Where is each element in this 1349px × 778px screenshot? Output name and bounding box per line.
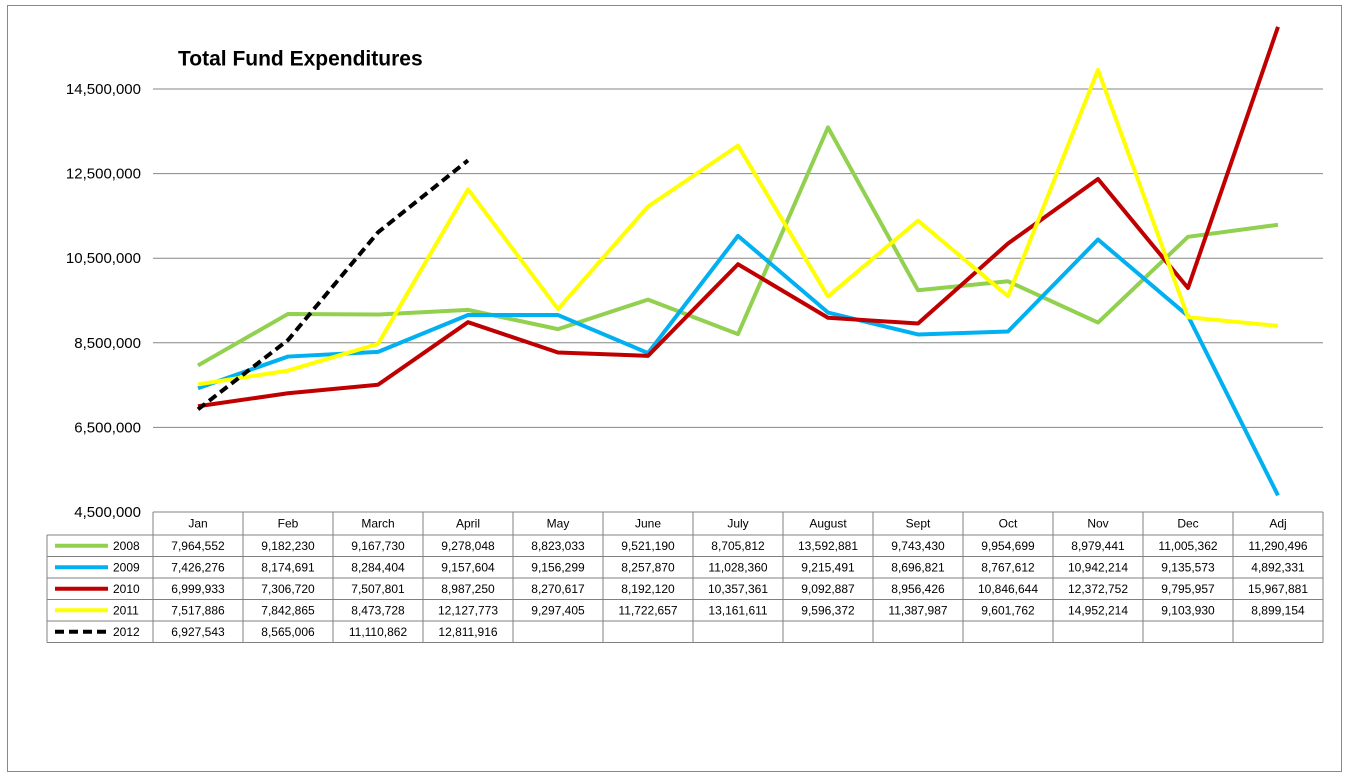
x-tick-label: Feb bbox=[278, 517, 299, 531]
y-tick-label: 14,500,000 bbox=[66, 81, 141, 98]
table-cell: 7,507,801 bbox=[351, 582, 405, 596]
table-cell: 10,942,214 bbox=[1068, 560, 1128, 574]
table-cell: 8,473,728 bbox=[351, 603, 405, 617]
x-tick-label: May bbox=[547, 517, 570, 531]
table-cell: 8,565,006 bbox=[261, 625, 315, 639]
table-cell: 7,964,552 bbox=[171, 539, 225, 553]
legend-label: 2011 bbox=[113, 603, 139, 617]
legend-label: 2008 bbox=[113, 539, 140, 553]
table-cell: 9,167,730 bbox=[351, 539, 405, 553]
table-cell: 8,767,612 bbox=[981, 560, 1035, 574]
table-cell: 11,028,360 bbox=[708, 560, 767, 574]
table-cell: 8,705,812 bbox=[711, 539, 765, 553]
table-cell: 14,952,214 bbox=[1068, 603, 1128, 617]
table-cell: 9,103,930 bbox=[1161, 603, 1215, 617]
y-tick-label: 8,500,000 bbox=[74, 335, 141, 352]
table-cell: 12,811,916 bbox=[438, 625, 497, 639]
series-line bbox=[197, 233, 1280, 497]
table-cell: 12,127,773 bbox=[438, 603, 498, 617]
table-cell: 8,696,821 bbox=[891, 560, 945, 574]
x-tick-label: Oct bbox=[999, 517, 1018, 531]
table-cell: 6,999,933 bbox=[171, 582, 225, 596]
table-cell: 8,979,441 bbox=[1071, 539, 1125, 553]
table-cell: 7,426,276 bbox=[171, 560, 225, 574]
table-cell: 8,987,250 bbox=[441, 582, 495, 596]
table-cell: 9,157,604 bbox=[441, 560, 495, 574]
table-cell: 8,956,426 bbox=[891, 582, 945, 596]
series-line bbox=[196, 158, 470, 411]
legend-label: 2010 bbox=[113, 582, 140, 596]
table-cell: 9,135,573 bbox=[1161, 560, 1215, 574]
legend-label: 2012 bbox=[113, 625, 140, 639]
table-cell: 9,596,372 bbox=[801, 603, 855, 617]
table-cell: 6,927,543 bbox=[171, 625, 225, 639]
table-cell: 11,290,496 bbox=[1248, 539, 1307, 553]
table-cell: 9,156,299 bbox=[531, 560, 585, 574]
table-cell: 11,387,987 bbox=[888, 603, 947, 617]
chart-title: Total Fund Expenditures bbox=[178, 48, 423, 71]
table-cell: 8,174,691 bbox=[261, 560, 315, 574]
x-tick-label: Sept bbox=[906, 517, 931, 531]
table-cell: 7,517,886 bbox=[171, 603, 225, 617]
x-tick-label: Jan bbox=[188, 517, 207, 531]
y-tick-label: 6,500,000 bbox=[74, 419, 141, 436]
table-cell: 9,795,957 bbox=[1161, 582, 1215, 596]
table-cell: 11,005,362 bbox=[1158, 539, 1217, 553]
x-tick-label: Dec bbox=[1177, 517, 1198, 531]
table-cell: 8,823,033 bbox=[531, 539, 585, 553]
x-tick-label: Adj bbox=[1269, 517, 1286, 531]
x-tick-label: August bbox=[809, 517, 847, 531]
table-cell: 8,257,870 bbox=[621, 560, 675, 574]
table-cell: 11,722,657 bbox=[618, 603, 677, 617]
table-cell: 12,372,752 bbox=[1068, 582, 1128, 596]
table-cell: 8,270,617 bbox=[531, 582, 585, 596]
table-cell: 7,842,865 bbox=[261, 603, 315, 617]
chart-border bbox=[7, 5, 1342, 772]
table-cell: 8,899,154 bbox=[1251, 603, 1305, 617]
table-cell: 13,592,881 bbox=[798, 539, 858, 553]
series-line bbox=[197, 125, 1279, 368]
y-tick-label: 10,500,000 bbox=[66, 250, 141, 267]
table-cell: 9,092,887 bbox=[801, 582, 855, 596]
table-cell: 13,161,611 bbox=[708, 603, 767, 617]
table-cell: 10,846,644 bbox=[978, 582, 1038, 596]
x-tick-label: April bbox=[456, 517, 480, 531]
legend-label: 2009 bbox=[113, 560, 140, 574]
table-cell: 9,215,491 bbox=[801, 560, 855, 574]
table-cell: 4,892,331 bbox=[1251, 560, 1305, 574]
table-cell: 9,601,762 bbox=[981, 603, 1035, 617]
table-cell: 9,182,230 bbox=[261, 539, 315, 553]
series-line bbox=[197, 67, 1279, 387]
table-cell: 8,192,120 bbox=[621, 582, 675, 596]
table-cell: 8,284,404 bbox=[351, 560, 405, 574]
table-cell: 7,306,720 bbox=[261, 582, 315, 596]
table-cell: 9,278,048 bbox=[441, 539, 495, 553]
x-tick-label: June bbox=[635, 517, 661, 531]
y-tick-label: 12,500,000 bbox=[66, 166, 141, 183]
x-tick-label: March bbox=[361, 517, 394, 531]
x-tick-label: July bbox=[727, 517, 748, 531]
table-cell: 15,967,881 bbox=[1248, 582, 1308, 596]
table-cell: 9,521,190 bbox=[621, 539, 675, 553]
table-cell: 9,954,699 bbox=[981, 539, 1035, 553]
y-tick-label: 4,500,000 bbox=[74, 504, 141, 521]
table-cell: 10,357,361 bbox=[708, 582, 768, 596]
table-cell: 9,743,430 bbox=[891, 539, 945, 553]
x-tick-label: Nov bbox=[1087, 517, 1108, 531]
table-cell: 11,110,862 bbox=[349, 625, 408, 639]
series-line bbox=[197, 26, 1280, 409]
table-cell: 9,297,405 bbox=[531, 603, 585, 617]
